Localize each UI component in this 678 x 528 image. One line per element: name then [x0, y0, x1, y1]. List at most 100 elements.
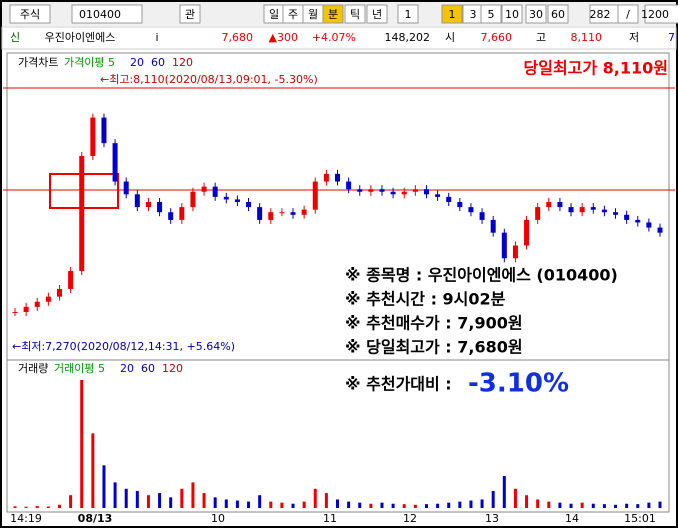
- candle: [45, 296, 51, 302]
- quote-field: 시: [445, 31, 455, 44]
- volume-bar: [636, 504, 640, 508]
- legend-item: 가격이평 5: [64, 56, 115, 69]
- candle: [446, 196, 452, 202]
- quote-field: 저: [629, 31, 639, 44]
- candle: [535, 207, 541, 220]
- x-tick-label: 11: [323, 512, 337, 525]
- volume-bar: [124, 488, 128, 508]
- candle: [335, 173, 340, 182]
- button[interactable]: [179, 4, 201, 24]
- x-tick-label: 08/13: [78, 512, 113, 525]
- candle: [412, 189, 418, 192]
- button[interactable]: [344, 4, 366, 24]
- button[interactable]: [397, 4, 419, 24]
- volume-bar: [24, 506, 28, 508]
- candle: [635, 219, 641, 223]
- volume-bar: [658, 501, 662, 508]
- volume-bar: [135, 490, 139, 508]
- x-tick-label: 14:19: [10, 512, 42, 525]
- button-label[interactable]: 월: [308, 8, 318, 21]
- quote-field: 8,110: [571, 31, 603, 44]
- volume-bar: [57, 504, 61, 508]
- chart-area: [6, 52, 670, 513]
- x-tick-label: 13: [485, 512, 499, 525]
- legend-item: 가격차트: [18, 56, 58, 69]
- compare-label: ※ 추천가대비 :: [345, 375, 452, 394]
- volume-bar: [580, 502, 584, 508]
- button-label[interactable]: 282: [590, 8, 611, 21]
- volume-bar: [480, 499, 484, 508]
- quote-field: 고: [536, 31, 546, 44]
- volume-bar: [536, 499, 540, 508]
- volume-bar: [113, 482, 117, 508]
- button-label[interactable]: 1200: [641, 8, 669, 21]
- button-label[interactable]: /: [626, 8, 630, 21]
- button-label[interactable]: 30: [529, 8, 543, 21]
- button[interactable]: [547, 4, 569, 24]
- button-label[interactable]: 틱: [350, 8, 360, 21]
- candle: [390, 191, 396, 195]
- quote-bar: [1, 26, 677, 50]
- volume-bar: [69, 495, 73, 508]
- volume-bar: [146, 495, 150, 508]
- candle: [134, 194, 140, 208]
- button-label[interactable]: 분: [328, 8, 338, 21]
- volume-bar: [491, 490, 495, 508]
- quote-field: 7,660: [481, 31, 513, 44]
- candle: [257, 207, 263, 220]
- candle: [101, 117, 107, 144]
- info-line: ※ 추천시간 : 9시02분: [345, 290, 506, 309]
- volume-bar: [591, 503, 595, 508]
- button-label[interactable]: 60: [551, 8, 565, 21]
- button-label[interactable]: 3: [470, 8, 477, 21]
- candle: [423, 189, 429, 195]
- button-label[interactable]: 주식: [20, 8, 40, 21]
- info-line: ※ 당일최고가 : 7,680원: [345, 338, 523, 357]
- button[interactable]: [9, 4, 51, 24]
- candle: [34, 301, 40, 307]
- x-tick-label: 15:01: [624, 512, 656, 525]
- legend-item: 120: [172, 56, 193, 69]
- candle: [90, 117, 96, 156]
- button[interactable]: [644, 4, 678, 24]
- button[interactable]: [617, 4, 639, 24]
- volume-bar: [380, 502, 384, 508]
- volume-bar: [158, 493, 162, 508]
- volume-bar: [169, 497, 173, 508]
- button-label[interactable]: 5: [488, 8, 495, 21]
- button-label[interactable]: 일: [269, 7, 279, 21]
- volume-bar: [547, 501, 551, 508]
- volume-bar: [558, 502, 562, 508]
- button[interactable]: [322, 4, 344, 24]
- quote-field: i: [155, 31, 158, 44]
- button-label[interactable]: 010400: [79, 8, 121, 21]
- volume-bar: [35, 506, 39, 508]
- button-label[interactable]: 년: [372, 8, 382, 21]
- info-line: ※ 종목명 : 우진아이엔에스 (010400): [345, 266, 618, 285]
- candle: [246, 201, 252, 208]
- button[interactable]: [525, 4, 547, 24]
- button-label[interactable]: 10: [505, 8, 519, 21]
- button-label[interactable]: 1: [449, 8, 456, 21]
- button[interactable]: [71, 4, 143, 24]
- candle: [168, 212, 174, 220]
- button-label[interactable]: 주: [288, 8, 298, 21]
- volume-bar: [413, 504, 417, 508]
- quote-field: 7: [668, 31, 675, 44]
- volume-bar: [213, 497, 217, 508]
- button-label[interactable]: 관: [185, 8, 195, 21]
- x-tick-label: 14: [565, 512, 579, 525]
- candle: [357, 189, 363, 192]
- volume-bar: [458, 501, 462, 508]
- button-label[interactable]: 1: [405, 8, 412, 21]
- button[interactable]: [501, 4, 523, 24]
- volume-bar: [102, 465, 106, 508]
- info-line: ※ 추천매수가 : 7,900원: [345, 314, 523, 333]
- button[interactable]: [441, 4, 463, 24]
- volume-bar: [258, 495, 262, 508]
- candle: [79, 155, 85, 272]
- button[interactable]: [366, 4, 388, 24]
- button[interactable]: [480, 4, 502, 24]
